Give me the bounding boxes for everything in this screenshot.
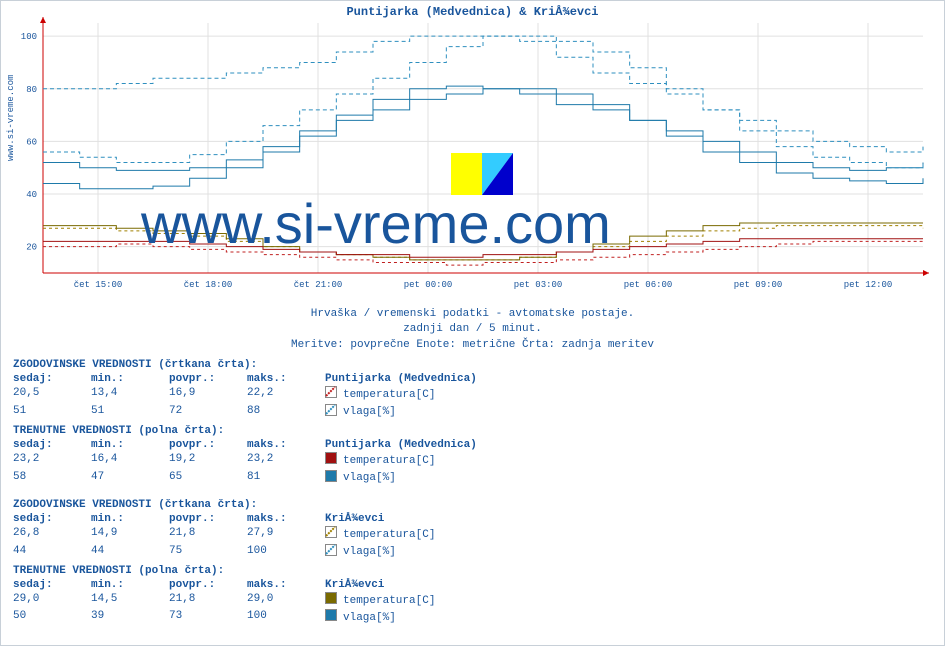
series-swatch [325,609,337,626]
stat-value: 14,5 [91,592,169,609]
stat-value: 75 [169,544,247,561]
station-name: Puntijarka (Medvednica) [325,438,477,452]
station-name: KriÅ¾evci [325,512,384,526]
stat-value: 51 [91,404,169,421]
stat-group-title: TRENUTNE VREDNOSTI (polna črta): [13,565,932,577]
stat-col-header: maks.: [247,438,325,452]
source-link[interactable]: www.si-vreme.com [6,75,16,161]
series-swatch [325,592,337,609]
stat-group: TRENUTNE VREDNOSTI (polna črta):sedaj:mi… [13,565,932,627]
svg-text:60: 60 [26,137,37,147]
series-swatch [325,470,337,487]
stat-value: 27,9 [247,526,325,543]
series-label: vlaga[%] [343,471,396,485]
stat-col-header: povpr.: [169,438,247,452]
stat-value: 29,0 [247,592,325,609]
series-label: temperatura[C] [343,594,435,608]
stat-value: 20,5 [13,386,91,403]
watermark-logo [451,153,513,195]
series-label: temperatura[C] [343,454,435,468]
stat-value: 100 [247,544,325,561]
caption-line2: zadnji dan / 5 minut. [1,322,944,337]
stat-col-header: povpr.: [169,372,247,386]
stat-col-header: sedaj: [13,372,91,386]
station-name: KriÅ¾evci [325,578,384,592]
series-label: vlaga[%] [343,611,396,625]
stat-value: 23,2 [247,452,325,469]
stat-value: 44 [91,544,169,561]
stat-group-title: ZGODOVINSKE VREDNOSTI (črtkana črta): [13,359,932,371]
series-label: vlaga[%] [343,545,396,559]
stat-col-header: min.: [91,372,169,386]
svg-text:čet 15:00: čet 15:00 [74,280,123,290]
stat-value: 73 [169,609,247,626]
stat-value: 26,8 [13,526,91,543]
svg-text:pet 12:00: pet 12:00 [844,280,893,290]
stat-value: 44 [13,544,91,561]
svg-text:pet 06:00: pet 06:00 [624,280,673,290]
svg-text:100: 100 [21,32,37,42]
stat-group: ZGODOVINSKE VREDNOSTI (črtkana črta):sed… [13,359,932,421]
stat-col-header: maks.: [247,512,325,526]
svg-text:pet 03:00: pet 03:00 [514,280,563,290]
stat-value: 58 [13,470,91,487]
data-tables: ZGODOVINSKE VREDNOSTI (črtkana črta):sed… [1,353,944,627]
stat-value: 22,2 [247,386,325,403]
stat-value: 14,9 [91,526,169,543]
stat-value: 19,2 [169,452,247,469]
stat-col-header: sedaj: [13,438,91,452]
chart-area: Puntijarka (Medvednica) & KriÅ¾evci www.… [1,1,944,311]
stat-group: ZGODOVINSKE VREDNOSTI (črtkana črta):sed… [13,499,932,561]
stat-col-header: maks.: [247,372,325,386]
stat-value: 16,9 [169,386,247,403]
series-swatch [325,404,337,421]
stat-col-header: min.: [91,438,169,452]
stat-value: 39 [91,609,169,626]
station-name: Puntijarka (Medvednica) [325,372,477,386]
svg-text:40: 40 [26,190,37,200]
stat-value: 47 [91,470,169,487]
series-label: temperatura[C] [343,528,435,542]
stat-col-header: min.: [91,512,169,526]
stat-group: TRENUTNE VREDNOSTI (polna črta):sedaj:mi… [13,425,932,487]
chart-title: Puntijarka (Medvednica) & KriÅ¾evci [1,1,944,19]
stat-value: 13,4 [91,386,169,403]
series-swatch [325,544,337,561]
stat-value: 29,0 [13,592,91,609]
stat-col-header: povpr.: [169,512,247,526]
svg-text:čet 21:00: čet 21:00 [294,280,343,290]
svg-text:80: 80 [26,85,37,95]
stat-col-header: povpr.: [169,578,247,592]
stat-value: 81 [247,470,325,487]
svg-text:čet 18:00: čet 18:00 [184,280,233,290]
stat-value: 21,8 [169,526,247,543]
stat-value: 100 [247,609,325,626]
stat-value: 88 [247,404,325,421]
stat-value: 16,4 [91,452,169,469]
chart-panel: Puntijarka (Medvednica) & KriÅ¾evci www.… [0,0,945,646]
stat-value: 50 [13,609,91,626]
stat-value: 21,8 [169,592,247,609]
stat-value: 51 [13,404,91,421]
stat-group-title: TRENUTNE VREDNOSTI (polna črta): [13,425,932,437]
stat-group-title: ZGODOVINSKE VREDNOSTI (črtkana črta): [13,499,932,511]
svg-text:20: 20 [26,243,37,253]
series-label: vlaga[%] [343,405,396,419]
series-swatch [325,526,337,543]
stat-col-header: maks.: [247,578,325,592]
stat-value: 72 [169,404,247,421]
series-swatch [325,452,337,469]
chart-caption: Hrvaška / vremenski podatki - avtomatske… [1,307,944,353]
stat-col-header: min.: [91,578,169,592]
stat-value: 23,2 [13,452,91,469]
series-label: temperatura[C] [343,388,435,402]
watermark-text: www.si-vreme.com [141,191,611,256]
stat-value: 65 [169,470,247,487]
svg-text:pet 09:00: pet 09:00 [734,280,783,290]
stat-col-header: sedaj: [13,578,91,592]
series-swatch [325,386,337,403]
stat-col-header: sedaj: [13,512,91,526]
caption-line3: Meritve: povprečne Enote: metrične Črta:… [1,338,944,353]
svg-text:pet 00:00: pet 00:00 [404,280,453,290]
